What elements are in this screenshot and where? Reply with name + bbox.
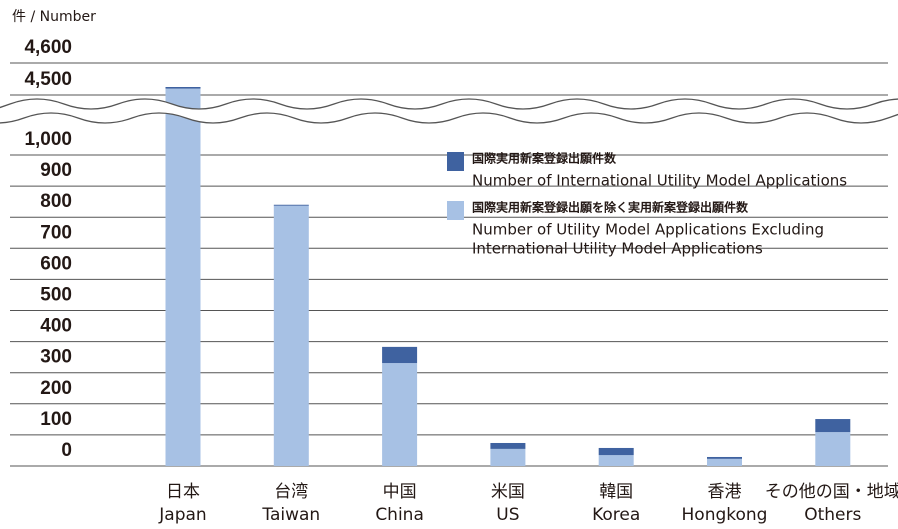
y-tick-label: 200 [40, 378, 72, 399]
y-axis-label: 件 / Number [12, 9, 96, 25]
x-tick-label: Taiwan [261, 505, 320, 525]
legend-swatch [447, 201, 464, 220]
bar-segment [707, 458, 742, 466]
y-tick-label: 600 [40, 253, 72, 274]
bar-segment [165, 87, 201, 89]
x-tick-label: 台湾 [274, 482, 308, 502]
x-tick-label: Hongkong [682, 505, 768, 525]
bar-segment [815, 432, 851, 466]
legend-label: Number of Utility Model Applications Exc… [472, 221, 824, 239]
y-tick-label: 900 [40, 160, 72, 181]
x-tick-label: US [496, 505, 519, 525]
bar-segment [490, 448, 526, 466]
y-tick-label: 400 [40, 316, 72, 337]
bar-segment [273, 204, 309, 206]
bar-segment [490, 442, 526, 449]
bar-segment [382, 363, 418, 466]
y-tick-label: 1,000 [24, 129, 72, 150]
bar-segment [707, 456, 742, 459]
x-tick-label: 米国 [491, 482, 525, 502]
y-tick-label: 800 [40, 191, 72, 212]
legend-label: 国際実用新案登録出願を除く実用新案登録出願件数 [472, 200, 749, 215]
x-tick-label: Korea [592, 505, 640, 525]
legend-swatch [447, 152, 464, 171]
y-tick-label: 500 [40, 285, 72, 306]
y-tick-label: 100 [40, 409, 72, 430]
legend-label: International Utility Model Applications [472, 240, 763, 258]
bar-segment [598, 455, 634, 466]
bar-segment [165, 88, 201, 466]
axis-break [0, 98, 898, 124]
x-tick-label: Japan [158, 505, 206, 525]
bar-segment [815, 419, 851, 433]
bar-segment [382, 346, 418, 364]
x-tick-label: 香港 [708, 482, 742, 502]
legend-label: 国際実用新案登録出願件数 [472, 151, 617, 166]
x-tick-label: China [375, 505, 424, 525]
x-tick-label: 日本 [166, 482, 200, 502]
legend-label: Number of International Utility Model Ap… [472, 172, 847, 190]
y-tick-label: 4,500 [24, 69, 72, 90]
x-tick-label: 中国 [383, 482, 417, 502]
bar-segment [598, 447, 634, 456]
x-tick-label: 韓国 [599, 482, 633, 502]
y-tick-label: 4,600 [24, 37, 72, 58]
x-tick-label: その他の国・地域 [765, 482, 898, 502]
y-tick-label: 700 [40, 222, 72, 243]
y-tick-label: 300 [40, 347, 72, 368]
x-tick-label: Others [804, 505, 861, 525]
y-tick-label: 0 [61, 440, 72, 461]
bar-segment [273, 205, 309, 466]
